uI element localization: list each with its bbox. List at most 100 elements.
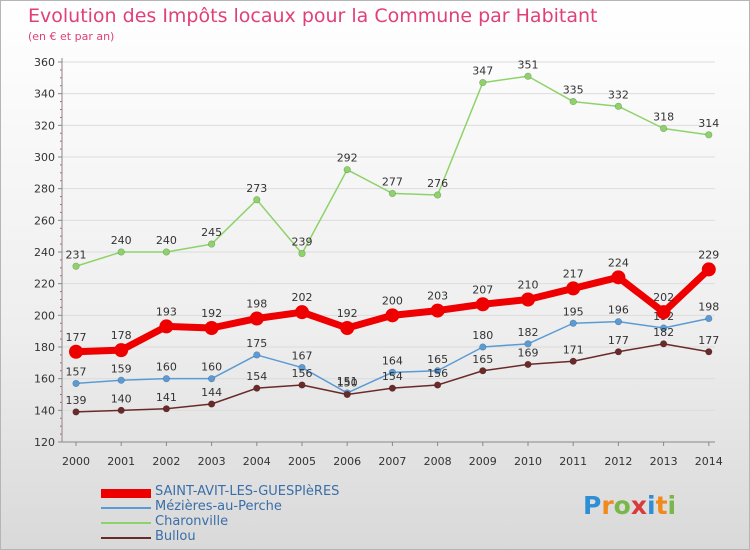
data-label: 198 [698,301,719,314]
data-point [114,343,129,358]
data-label: 198 [246,298,267,311]
data-label: 157 [66,365,87,378]
data-point [72,262,80,270]
data-label: 332 [608,88,629,101]
logo-letter: i [667,491,677,520]
data-point [434,191,442,199]
logo-letter: r [601,491,614,520]
legend-swatch [101,488,151,498]
data-label: 210 [518,279,539,292]
data-point [159,319,174,334]
data-point [430,303,445,318]
data-point [117,406,125,414]
data-point [656,305,671,320]
y-tick-label: 320 [34,119,55,132]
data-label: 156 [427,367,448,380]
x-tick-label: 2013 [650,455,678,468]
data-label: 159 [111,362,132,375]
data-label: 169 [518,346,539,359]
data-point [659,124,668,133]
logo-letter: o [613,491,631,520]
data-point [249,311,264,326]
data-label: 231 [66,248,87,261]
data-label: 314 [698,117,719,130]
data-point [117,248,125,256]
data-label: 177 [66,331,87,344]
chart-subtitle: (en € et par an) [28,30,115,43]
data-point [659,340,668,348]
data-label: 217 [563,267,584,280]
data-label: 177 [698,334,719,347]
data-point [614,318,623,326]
data-point [208,400,216,408]
data-point [253,384,261,392]
data-label: 200 [382,294,403,307]
data-point [705,131,713,139]
legend-swatch [101,507,151,509]
data-point [298,363,306,372]
data-label: 167 [292,350,313,363]
data-label: 139 [66,394,87,407]
data-label: 182 [518,326,539,339]
data-label: 165 [427,353,448,366]
data-label: 195 [563,305,584,318]
data-label: 154 [246,370,267,383]
data-point [340,321,355,335]
data-label: 229 [698,248,719,261]
data-point [208,375,216,383]
logo-letter: x [630,491,647,520]
data-label: 151 [337,375,358,388]
x-tick-label: 2001 [107,455,135,468]
y-tick-label: 140 [34,404,55,417]
x-tick-label: 2003 [198,455,226,468]
data-point [569,357,577,365]
data-point [705,314,713,323]
data-point [253,351,261,359]
data-label: 193 [156,305,177,318]
y-tick-label: 120 [34,436,55,449]
data-label: 203 [427,290,448,303]
data-label: 245 [201,226,222,239]
data-label: 160 [156,361,177,374]
data-point [343,166,351,174]
data-point [208,240,216,248]
legend-swatch [101,522,151,524]
data-label: 240 [156,234,177,247]
data-label: 196 [608,304,629,317]
data-point [298,249,306,258]
data-label: 175 [246,337,267,350]
data-label: 192 [201,307,222,320]
legend-label: Charonville [155,514,229,529]
x-tick-label: 2006 [333,455,361,468]
data-label: 277 [382,175,403,188]
x-tick-label: 2002 [152,455,180,468]
data-label: 150 [337,377,358,390]
data-point [479,343,487,351]
data-label: 276 [427,177,448,190]
x-tick-label: 2014 [695,455,723,468]
data-label: 160 [201,361,222,374]
data-label: 156 [292,367,313,380]
data-label: 180 [472,329,493,342]
data-point [479,367,487,375]
y-tick-label: 220 [34,278,55,291]
data-label: 192 [337,307,358,320]
y-tick-label: 240 [34,246,55,259]
data-point [569,97,577,106]
data-point [388,189,397,198]
data-label: 273 [246,182,267,195]
data-point [611,270,626,285]
data-point [434,381,442,389]
data-label: 144 [201,386,222,399]
data-point [204,321,219,335]
data-point [388,368,397,376]
data-point [524,72,532,80]
data-point [253,196,261,204]
data-label: 202 [292,291,313,304]
data-label: 202 [653,291,674,304]
chart-title: Evolution des Impôts locaux pour la Comm… [28,5,598,27]
data-label: 177 [608,334,629,347]
data-label: 292 [337,152,358,165]
